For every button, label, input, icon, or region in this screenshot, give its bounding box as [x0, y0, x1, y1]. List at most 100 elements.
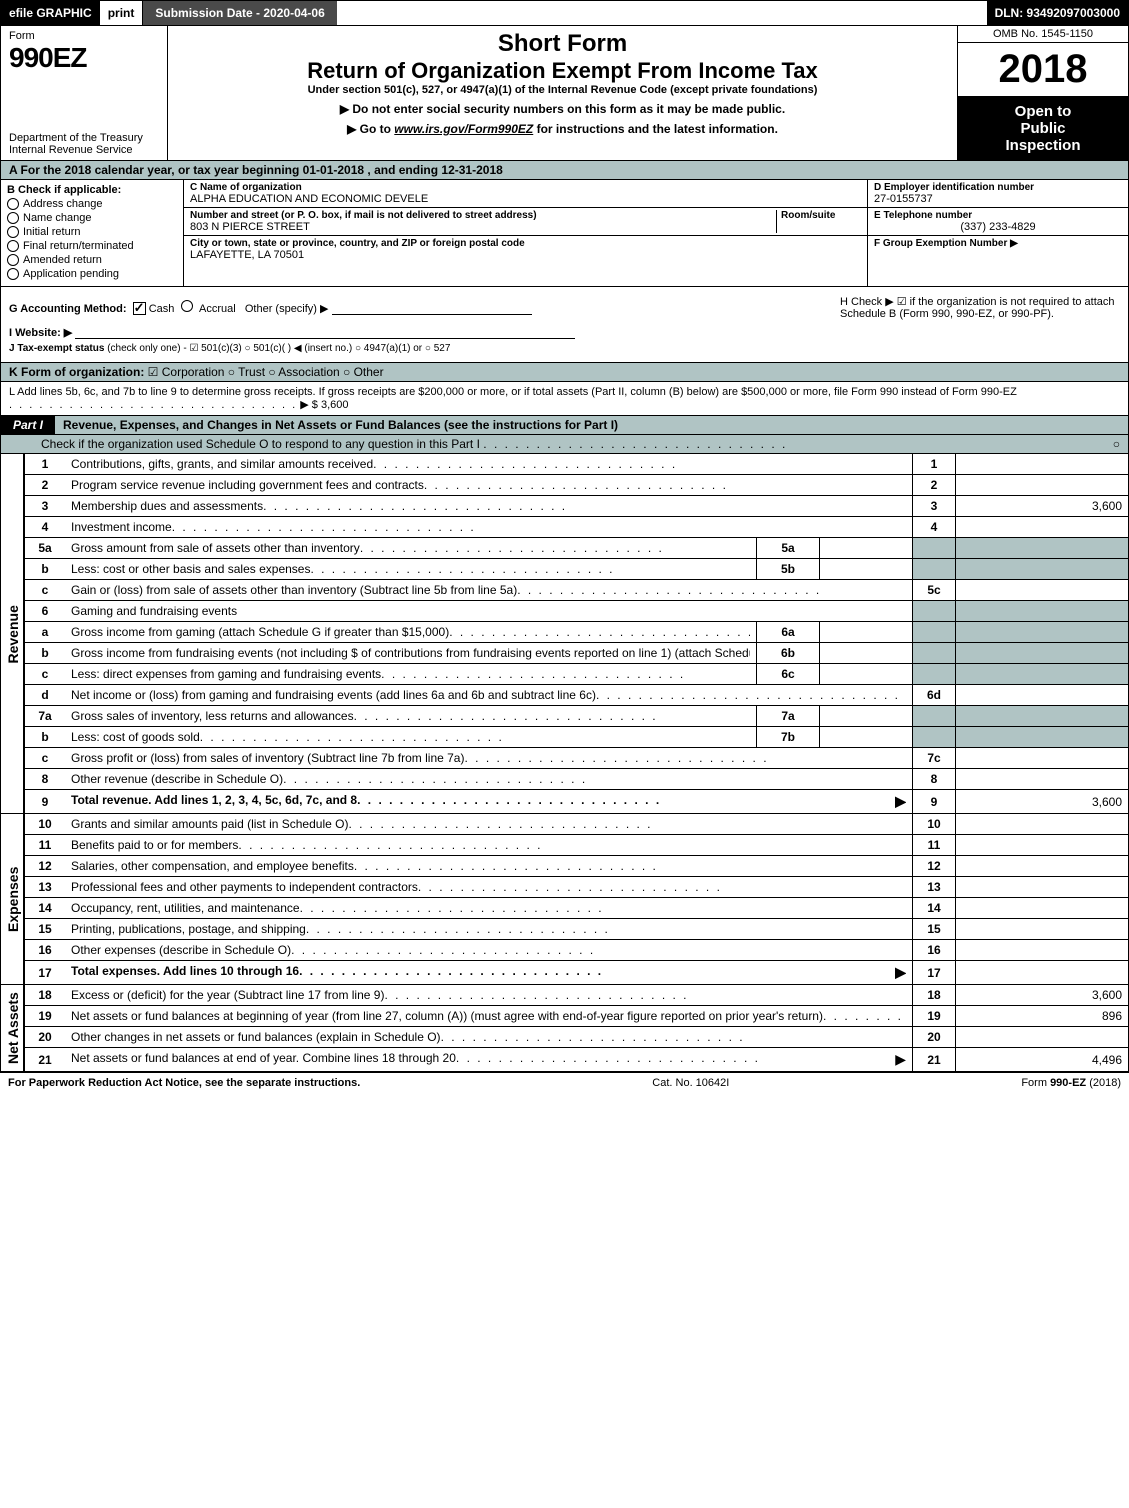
section-b: B Check if applicable: Address changeNam…	[1, 180, 184, 286]
table-row: Revenue1 Contributions, gifts, grants, a…	[1, 454, 1129, 475]
header-right: OMB No. 1545-1150 2018 Open to Public In…	[957, 26, 1128, 160]
line-number: c	[24, 580, 65, 601]
table-row: 7a Gross sales of inventory, less return…	[1, 706, 1129, 727]
line-result-number: 4	[913, 517, 956, 538]
line-number: b	[24, 643, 65, 664]
table-row: 6Gaming and fundraising events	[1, 601, 1129, 622]
line-desc: Occupancy, rent, utilities, and maintena…	[65, 898, 913, 919]
sub-line-number: 7b	[757, 727, 820, 748]
g-accrual: Accrual	[199, 303, 236, 315]
org-city: LAFAYETTE, LA 70501	[190, 249, 861, 261]
form-label: Form	[9, 30, 159, 42]
line-desc: Gross income from fundraising events (no…	[65, 643, 757, 664]
open-line1: Open to	[962, 103, 1124, 120]
line-number: 12	[24, 856, 65, 877]
sub-line-value	[820, 559, 913, 580]
checkbox-icon[interactable]	[7, 198, 19, 210]
dept-treasury: Department of the Treasury	[9, 132, 159, 144]
line-num-shaded	[913, 643, 956, 664]
side-label-expenses: Expenses	[1, 814, 25, 985]
line-result-number: 20	[913, 1027, 956, 1048]
sub-line-value	[820, 706, 913, 727]
line-result-number: 17	[913, 961, 956, 985]
l-amount: ▶ $ 3,600	[300, 399, 348, 411]
section-b-item: Address change	[7, 198, 177, 210]
cash-checkbox[interactable]	[133, 302, 146, 315]
table-row: 2 Program service revenue including gove…	[1, 475, 1129, 496]
line-desc: Printing, publications, postage, and shi…	[65, 919, 913, 940]
line-result-value	[956, 919, 1129, 940]
sub-line-number: 5b	[757, 559, 820, 580]
section-b-label: B Check if applicable:	[7, 184, 177, 196]
department-label: Department of the Treasury Internal Reve…	[9, 132, 159, 156]
line-number: 6	[24, 601, 65, 622]
part1-check-label: Check if the organization used Schedule …	[41, 437, 480, 451]
line-number: 3	[24, 496, 65, 517]
period-begin: 01-01-2018	[303, 163, 364, 177]
line-desc: Grants and similar amounts paid (list in…	[65, 814, 913, 835]
instruction-2: ▶ Go to www.irs.gov/Form990EZ for instru…	[176, 122, 949, 136]
line-desc: Less: direct expenses from gaming and fu…	[65, 664, 757, 685]
line-result-value	[956, 580, 1129, 601]
topbar-spacer	[337, 1, 987, 25]
print-button[interactable]: print	[100, 1, 144, 25]
j-text: (check only one) - ☑ 501(c)(3) ○ 501(c)(…	[107, 343, 450, 354]
sub-line-value	[820, 664, 913, 685]
row-j: J Tax-exempt status (check only one) - ☑…	[9, 343, 1120, 354]
line-result-number: 9	[913, 790, 956, 814]
j-label: J Tax-exempt status	[9, 343, 104, 354]
line-result-value	[956, 814, 1129, 835]
checkbox-icon[interactable]	[7, 254, 19, 266]
line-num-shaded	[913, 559, 956, 580]
line-number: 10	[24, 814, 65, 835]
addr-label: Number and street (or P. O. box, if mail…	[190, 210, 776, 221]
period-mid: , and ending	[367, 163, 441, 177]
checkbox-icon[interactable]	[7, 212, 19, 224]
row-i: I Website: ▶	[9, 324, 1120, 339]
line-val-shaded	[956, 538, 1129, 559]
line-result-value	[956, 454, 1129, 475]
return-title: Return of Organization Exempt From Incom…	[176, 58, 949, 84]
sub-line-value	[820, 727, 913, 748]
sub-line-number: 5a	[757, 538, 820, 559]
tax-period-row: A For the 2018 calendar year, or tax yea…	[0, 161, 1129, 180]
part1-check-value[interactable]: ○	[1105, 435, 1128, 453]
line-result-number: 7c	[913, 748, 956, 769]
tel-value: (337) 233-4829	[874, 221, 1122, 233]
table-row: 20 Other changes in net assets or fund b…	[1, 1027, 1129, 1048]
g-other: Other (specify) ▶	[245, 303, 329, 315]
section-b-item: Initial return	[7, 226, 177, 238]
line-desc: Benefits paid to or for members	[65, 835, 913, 856]
g-other-input[interactable]	[332, 300, 532, 315]
checkbox-label: Application pending	[23, 268, 119, 280]
submission-date: Submission Date - 2020-04-06	[143, 1, 336, 25]
line-desc: Other revenue (describe in Schedule O)	[65, 769, 913, 790]
line-result-value: 3,600	[956, 790, 1129, 814]
line-desc: Gross sales of inventory, less returns a…	[65, 706, 757, 727]
sub-line-number: 7a	[757, 706, 820, 727]
instr2-post: for instructions and the latest informat…	[533, 122, 778, 136]
checkbox-icon[interactable]	[7, 268, 19, 280]
line-number: 1	[24, 454, 65, 475]
website-input[interactable]	[75, 324, 575, 339]
checkbox-icon[interactable]	[7, 240, 19, 252]
line-result-value	[956, 685, 1129, 706]
accrual-radio[interactable]	[181, 300, 193, 312]
line-result-number: 21	[913, 1048, 956, 1072]
line-desc: Gain or (loss) from sale of assets other…	[65, 580, 913, 601]
omb-number: OMB No. 1545-1150	[958, 26, 1128, 43]
efile-label: efile GRAPHIC	[1, 1, 100, 25]
i-label: I Website: ▶	[9, 327, 72, 339]
l-text: L Add lines 5b, 6c, and 7b to line 9 to …	[9, 386, 1017, 398]
line-desc: Gross profit or (loss) from sales of inv…	[65, 748, 913, 769]
line-num-shaded	[913, 601, 956, 622]
line-result-number: 15	[913, 919, 956, 940]
irs-link[interactable]: www.irs.gov/Form990EZ	[394, 122, 533, 136]
line-result-number: 12	[913, 856, 956, 877]
line-desc: Total revenue. Add lines 1, 2, 3, 4, 5c,…	[65, 790, 913, 814]
table-row: a Gross income from gaming (attach Sched…	[1, 622, 1129, 643]
line-result-value	[956, 877, 1129, 898]
checkbox-icon[interactable]	[7, 226, 19, 238]
line-number: 7a	[24, 706, 65, 727]
line-result-number: 5c	[913, 580, 956, 601]
